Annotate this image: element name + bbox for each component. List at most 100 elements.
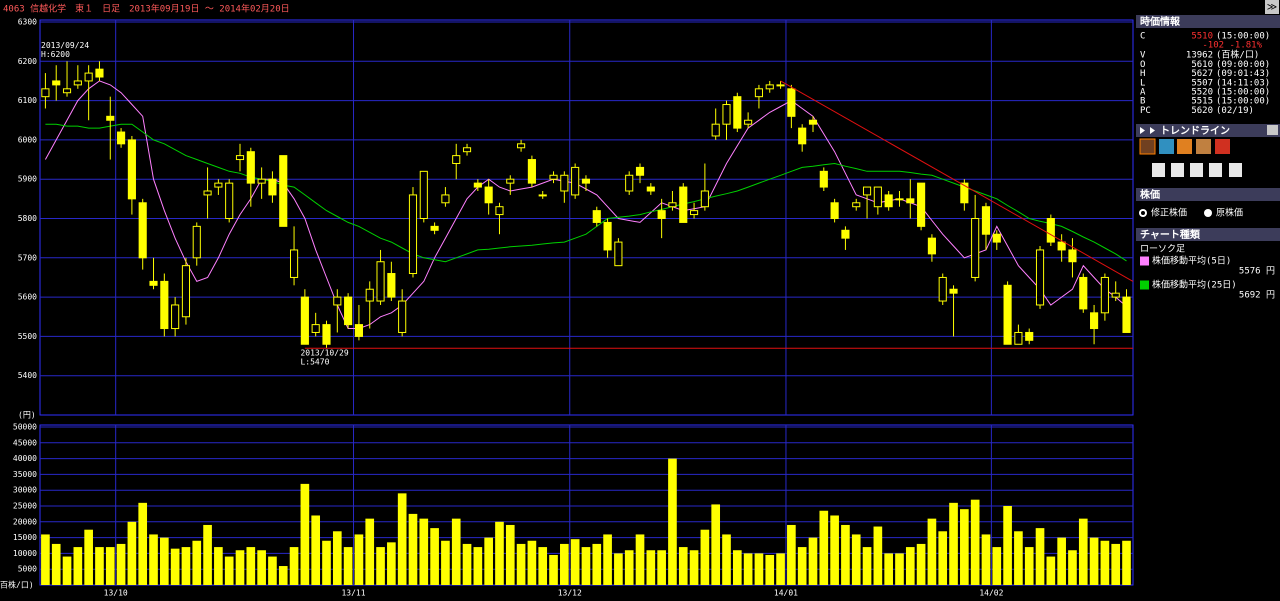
volume-bar [322, 540, 331, 585]
tool-delete[interactable] [1229, 163, 1242, 177]
tool-trendline[interactable] [1139, 138, 1156, 155]
tool-text[interactable] [1196, 139, 1211, 154]
candle-body [830, 202, 839, 219]
expand-icon[interactable]: ≫ [1267, 2, 1277, 13]
volume-bar [127, 521, 137, 585]
quote-label: H [1140, 69, 1145, 79]
volume-bar [581, 547, 591, 585]
y-tick-label: 5900 [18, 175, 37, 184]
y-unit-label: (円) [18, 411, 36, 420]
volume-bar [278, 566, 288, 585]
candle-body [235, 155, 245, 161]
y-tick-label: 5400 [18, 371, 37, 380]
volume-bar [981, 534, 991, 585]
candle-body [819, 170, 828, 188]
legend-value: 5576 円 [1239, 266, 1275, 277]
candle-body [344, 296, 353, 326]
volume-bar [354, 534, 364, 585]
candle-body [571, 166, 580, 196]
volume-bar [343, 547, 353, 585]
volume-bar [451, 518, 461, 585]
volume-bar [592, 543, 602, 585]
volume-bar [105, 547, 115, 585]
volume-bar [365, 518, 375, 585]
radio-adjusted-label[interactable]: 修正株価 [1151, 207, 1187, 219]
candle-body [127, 139, 136, 200]
radio-raw-label[interactable]: 原株価 [1216, 207, 1243, 219]
quote-title: 時価情報 [1140, 15, 1181, 28]
candle-body [171, 304, 180, 330]
volume-bar [484, 537, 493, 585]
x-tick-label: 13/12 [558, 589, 582, 598]
candle-body [938, 276, 947, 302]
volume-bar [224, 556, 234, 585]
volume-bar [51, 543, 61, 585]
candle-body [203, 190, 212, 196]
volume-bar [614, 553, 623, 585]
volume-bar [754, 553, 764, 585]
candle-body [657, 210, 666, 219]
expand-button[interactable] [1265, 0, 1279, 14]
volume-bar [732, 550, 742, 585]
volume-bar [441, 540, 450, 585]
tool-clear[interactable] [1209, 163, 1222, 177]
volume-bar [1003, 506, 1012, 585]
quote-note: (15:00:00) [1216, 32, 1270, 42]
candle-body [668, 202, 677, 208]
radio-raw[interactable] [1204, 209, 1212, 217]
volume-bar [711, 504, 721, 585]
candle-body [441, 194, 450, 204]
tool-arrow[interactable] [1215, 139, 1230, 154]
candle-body [430, 225, 439, 231]
volume-bar [646, 550, 656, 585]
tool-copy[interactable] [1171, 163, 1184, 177]
toolbar-arrows[interactable] [1140, 127, 1155, 134]
candle-body [181, 265, 191, 318]
tool-select[interactable] [1152, 163, 1165, 177]
quote-label: A [1140, 88, 1146, 98]
quote-label: O [1140, 60, 1145, 70]
volume-bar [462, 543, 472, 585]
volume-bar [95, 547, 104, 585]
candle-body [365, 288, 374, 302]
candle-body [1111, 292, 1120, 298]
candle-body [841, 229, 850, 239]
candle-body [765, 84, 774, 90]
volume-bar [73, 547, 83, 585]
tool-paste[interactable] [1190, 163, 1203, 177]
moving-average-line [45, 123, 1127, 263]
candle-body [138, 202, 147, 259]
y-unit-label: 百株/口) [0, 580, 34, 590]
volume-bar [938, 531, 948, 585]
volume-bar [689, 550, 699, 585]
kind-title: チャート種類 [1140, 228, 1201, 241]
volume-bar [1078, 518, 1088, 585]
candle-body [1025, 331, 1034, 341]
candle-body [462, 147, 472, 153]
volume-bar [505, 524, 515, 585]
quote-value: 5515 [1191, 97, 1213, 107]
annotation-label: H:6200 [41, 50, 70, 59]
candle-body [225, 182, 234, 220]
quote-label: PC [1140, 106, 1151, 116]
tool-fibo[interactable] [1159, 139, 1174, 154]
toolbar-dropdown[interactable] [1267, 125, 1278, 135]
y-tick-label: 6000 [18, 135, 37, 144]
candle-body [214, 182, 223, 188]
candle-body [646, 186, 655, 192]
volume-bar [657, 550, 666, 585]
annotation-label: L:5470 [300, 358, 329, 367]
candle-body [452, 155, 461, 164]
tool-lines[interactable] [1177, 139, 1192, 154]
candle-body [1057, 241, 1066, 251]
candle-body [52, 80, 61, 86]
volume-bar [214, 547, 223, 585]
candle-body [506, 178, 515, 184]
volume-bar [527, 540, 537, 585]
candle-body [106, 115, 115, 121]
radio-dot [1141, 211, 1145, 215]
quote-value: 5520 [1191, 88, 1213, 98]
volume-bar [1089, 537, 1099, 585]
volume-bar [797, 547, 807, 585]
